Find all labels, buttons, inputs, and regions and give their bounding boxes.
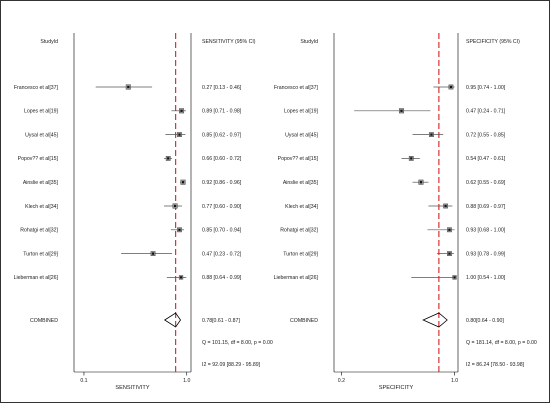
study-point-estimate	[448, 228, 451, 231]
header-estimate: SENSITIVITY (95% CI)	[202, 39, 256, 45]
study-label: Popov?? et al[15]	[278, 156, 319, 162]
study-label: Francesco et al[37]	[274, 85, 319, 91]
combined-estimate-text: 0.78[0.61 - 0.87]	[202, 318, 240, 324]
x-tick-label: 0.1	[80, 378, 87, 384]
combined-estimate-diamond	[422, 312, 448, 328]
study-label: Francesco et al[37]	[14, 85, 59, 91]
study-estimate-text: 0.92 [0.86 - 0.96]	[202, 180, 242, 186]
study-label: Rohatgi et al[32]	[280, 228, 318, 234]
study-estimate-text: 0.93 [0.68 - 1.00]	[466, 228, 506, 234]
study-label: Ainslie et al[35]	[283, 180, 319, 186]
combined-estimate-diamond	[163, 312, 182, 328]
combined-label: COMBINED	[30, 318, 58, 324]
study-point-estimate	[178, 133, 181, 136]
header-study-id: StudyId	[300, 39, 318, 45]
study-label: Lieberman et al[26]	[14, 275, 59, 281]
study-point-estimate	[178, 228, 181, 231]
study-point-estimate	[410, 157, 413, 160]
study-point-estimate	[449, 85, 453, 89]
study-label: Ainslie et al[35]	[23, 180, 59, 186]
study-point-estimate	[453, 276, 456, 279]
study-label: Lopes et al[19]	[284, 109, 319, 115]
study-label: Turton et al[29]	[283, 251, 318, 257]
x-tick-label: 1.0	[451, 378, 458, 384]
heterogeneity-statistic: I2 = 92.09 [88.29 - 95.89]	[202, 362, 261, 368]
study-estimate-text: 0.72 [0.55 - 0.85]	[466, 132, 506, 138]
combined-label: COMBINED	[290, 318, 318, 324]
study-estimate-text: 0.95 [0.74 - 1.00]	[466, 85, 506, 91]
study-estimate-text: 0.47 [0.23 - 0.72]	[202, 251, 242, 257]
study-estimate-text: 0.47 [0.24 - 0.71]	[466, 109, 506, 115]
heterogeneity-statistic: I2 = 86.24 [78.50 - 93.98]	[466, 362, 525, 368]
header-study-id: StudyId	[40, 39, 58, 45]
study-point-estimate	[430, 133, 433, 136]
study-estimate-text: 0.85 [0.70 - 0.94]	[202, 228, 242, 234]
x-tick-label: 0.2	[338, 378, 345, 384]
study-point-estimate	[127, 85, 130, 89]
study-point-estimate	[151, 252, 155, 255]
study-point-estimate	[400, 109, 403, 112]
x-axis-title: SPECIFICITY	[379, 385, 414, 391]
study-estimate-text: 0.27 [0.13 - 0.46]	[202, 85, 242, 91]
study-estimate-text: 1.00 [0.54 - 1.00]	[466, 275, 506, 281]
study-point-estimate	[180, 109, 183, 112]
x-tick-label: 1.0	[183, 378, 190, 384]
study-point-estimate	[179, 276, 183, 279]
study-estimate-text: 0.93 [0.78 - 0.99]	[466, 251, 506, 257]
study-point-estimate	[173, 204, 177, 208]
study-estimate-text: 0.62 [0.55 - 0.69]	[466, 180, 506, 186]
x-axis-title: SENSITIVITY	[115, 385, 149, 391]
study-estimate-text: 0.77 [0.60 - 0.90]	[202, 204, 242, 210]
study-estimate-text: 0.85 [0.62 - 0.97]	[202, 132, 242, 138]
study-point-estimate	[167, 157, 170, 160]
study-label: Lopes et al[19]	[24, 109, 59, 115]
study-label: Klech et al[34]	[25, 204, 58, 210]
study-label: Turton et al[29]	[23, 251, 58, 257]
forest-panel-sensitivity: StudyId SENSITIVITY (95% CI) Francesco et …	[14, 33, 273, 391]
study-label: Popov?? et al[15]	[18, 156, 59, 162]
study-estimate-text: 0.89 [0.71 - 0.98]	[202, 109, 242, 115]
heterogeneity-statistic: Q = 101.15, df = 8.00, p = 0.00	[202, 340, 273, 346]
study-estimate-text: 0.66 [0.60 - 0.72]	[202, 156, 242, 162]
study-point-estimate	[444, 204, 447, 208]
header-estimate: SPECIFICITY (95% CI)	[466, 39, 520, 45]
study-estimate-text: 0.88 [0.64 - 0.99]	[202, 275, 242, 281]
study-point-estimate	[448, 252, 451, 255]
study-estimate-text: 0.88 [0.69 - 0.97]	[466, 204, 506, 210]
study-label: Uysal et al[45]	[285, 132, 318, 138]
study-point-estimate	[419, 181, 423, 184]
study-point-estimate	[181, 181, 185, 184]
study-label: Uysal et al[45]	[25, 132, 58, 138]
study-estimate-text: 0.54 [0.47 - 0.61]	[466, 156, 506, 162]
study-label: Rohatgi et al[32]	[20, 228, 58, 234]
study-label: Lieberman et al[26]	[274, 275, 319, 281]
combined-estimate-text: 0.80[0.64 - 0.90]	[466, 318, 504, 324]
study-label: Klech et al[34]	[285, 204, 318, 210]
forest-panel-specificity: StudyId SPECIFICITY (95% CI) Francesco et …	[274, 33, 537, 391]
heterogeneity-statistic: Q = 181.14, df = 8.00, p = 0.00	[466, 340, 537, 346]
